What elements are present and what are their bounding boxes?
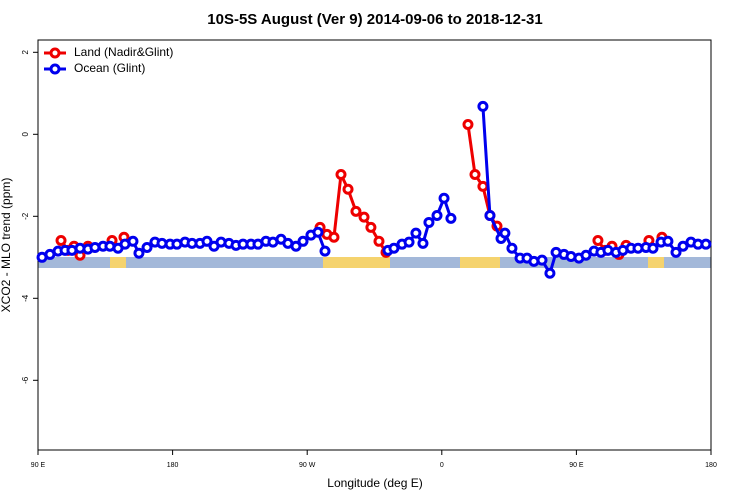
x-axis-label: Longitude (deg E): [327, 476, 422, 490]
x-tick-label: 90 E: [569, 462, 584, 469]
chart-title: 10S-5S August (Ver 9) 2014-09-06 to 2018…: [207, 11, 542, 28]
y-tick-label: -2: [21, 212, 30, 220]
data-point: [358, 211, 370, 223]
data-point: [506, 242, 518, 254]
data-point: [677, 240, 689, 252]
data-point: [431, 209, 443, 221]
data-point: [403, 236, 415, 248]
data-point: [662, 235, 674, 247]
land-patch: [110, 257, 126, 268]
data-point: [365, 221, 377, 233]
data-point: [417, 237, 429, 249]
x-tick-label: 180: [705, 462, 717, 469]
data-point: [462, 118, 474, 130]
land-patch: [323, 257, 390, 268]
x-tick-label: 90 E: [31, 462, 46, 469]
y-axis-label: XCO2 - MLO trend (ppm): [0, 178, 13, 313]
legend-label: Ocean (Glint): [74, 61, 145, 75]
y-tick-label: -4: [21, 294, 30, 302]
legend-label: Land (Nadir&Glint): [74, 45, 173, 59]
data-point: [477, 100, 489, 112]
data-point: [477, 180, 489, 192]
data-point: [469, 168, 481, 180]
data-point: [580, 249, 592, 261]
data-point: [312, 226, 324, 238]
data-point: [127, 235, 139, 247]
data-point: [647, 242, 659, 254]
legend-marker: [49, 47, 61, 59]
data-point: [388, 242, 400, 254]
y-tick-label: 0: [21, 132, 30, 137]
data-point: [544, 267, 556, 279]
data-point: [499, 227, 511, 239]
x-tick-label: 180: [167, 462, 179, 469]
data-point: [290, 240, 302, 252]
data-point: [350, 205, 362, 217]
data-point: [700, 238, 712, 250]
land-patch: [648, 257, 664, 268]
data-point: [328, 231, 340, 243]
land-patch: [460, 257, 500, 268]
data-point: [335, 168, 347, 180]
data-point: [670, 246, 682, 258]
y-tick-label: -6: [21, 376, 30, 384]
data-point: [445, 212, 457, 224]
data-point: [484, 209, 496, 221]
legend-marker: [49, 63, 61, 75]
y-tick-label: 2: [21, 50, 30, 55]
data-point: [423, 216, 435, 228]
data-point: [592, 234, 604, 246]
data-point: [319, 245, 331, 257]
x-tick-label: 0: [440, 462, 444, 469]
data-point: [55, 234, 67, 246]
data-point: [342, 183, 354, 195]
data-point: [133, 247, 145, 259]
data-point: [438, 192, 450, 204]
data-point: [410, 227, 422, 239]
data-point: [141, 241, 153, 253]
data-point: [201, 235, 213, 247]
data-point: [297, 235, 309, 247]
x-tick-label: 90 W: [299, 462, 316, 469]
map-strip: [38, 257, 711, 268]
data-point: [536, 254, 548, 266]
data-point: [373, 235, 385, 247]
